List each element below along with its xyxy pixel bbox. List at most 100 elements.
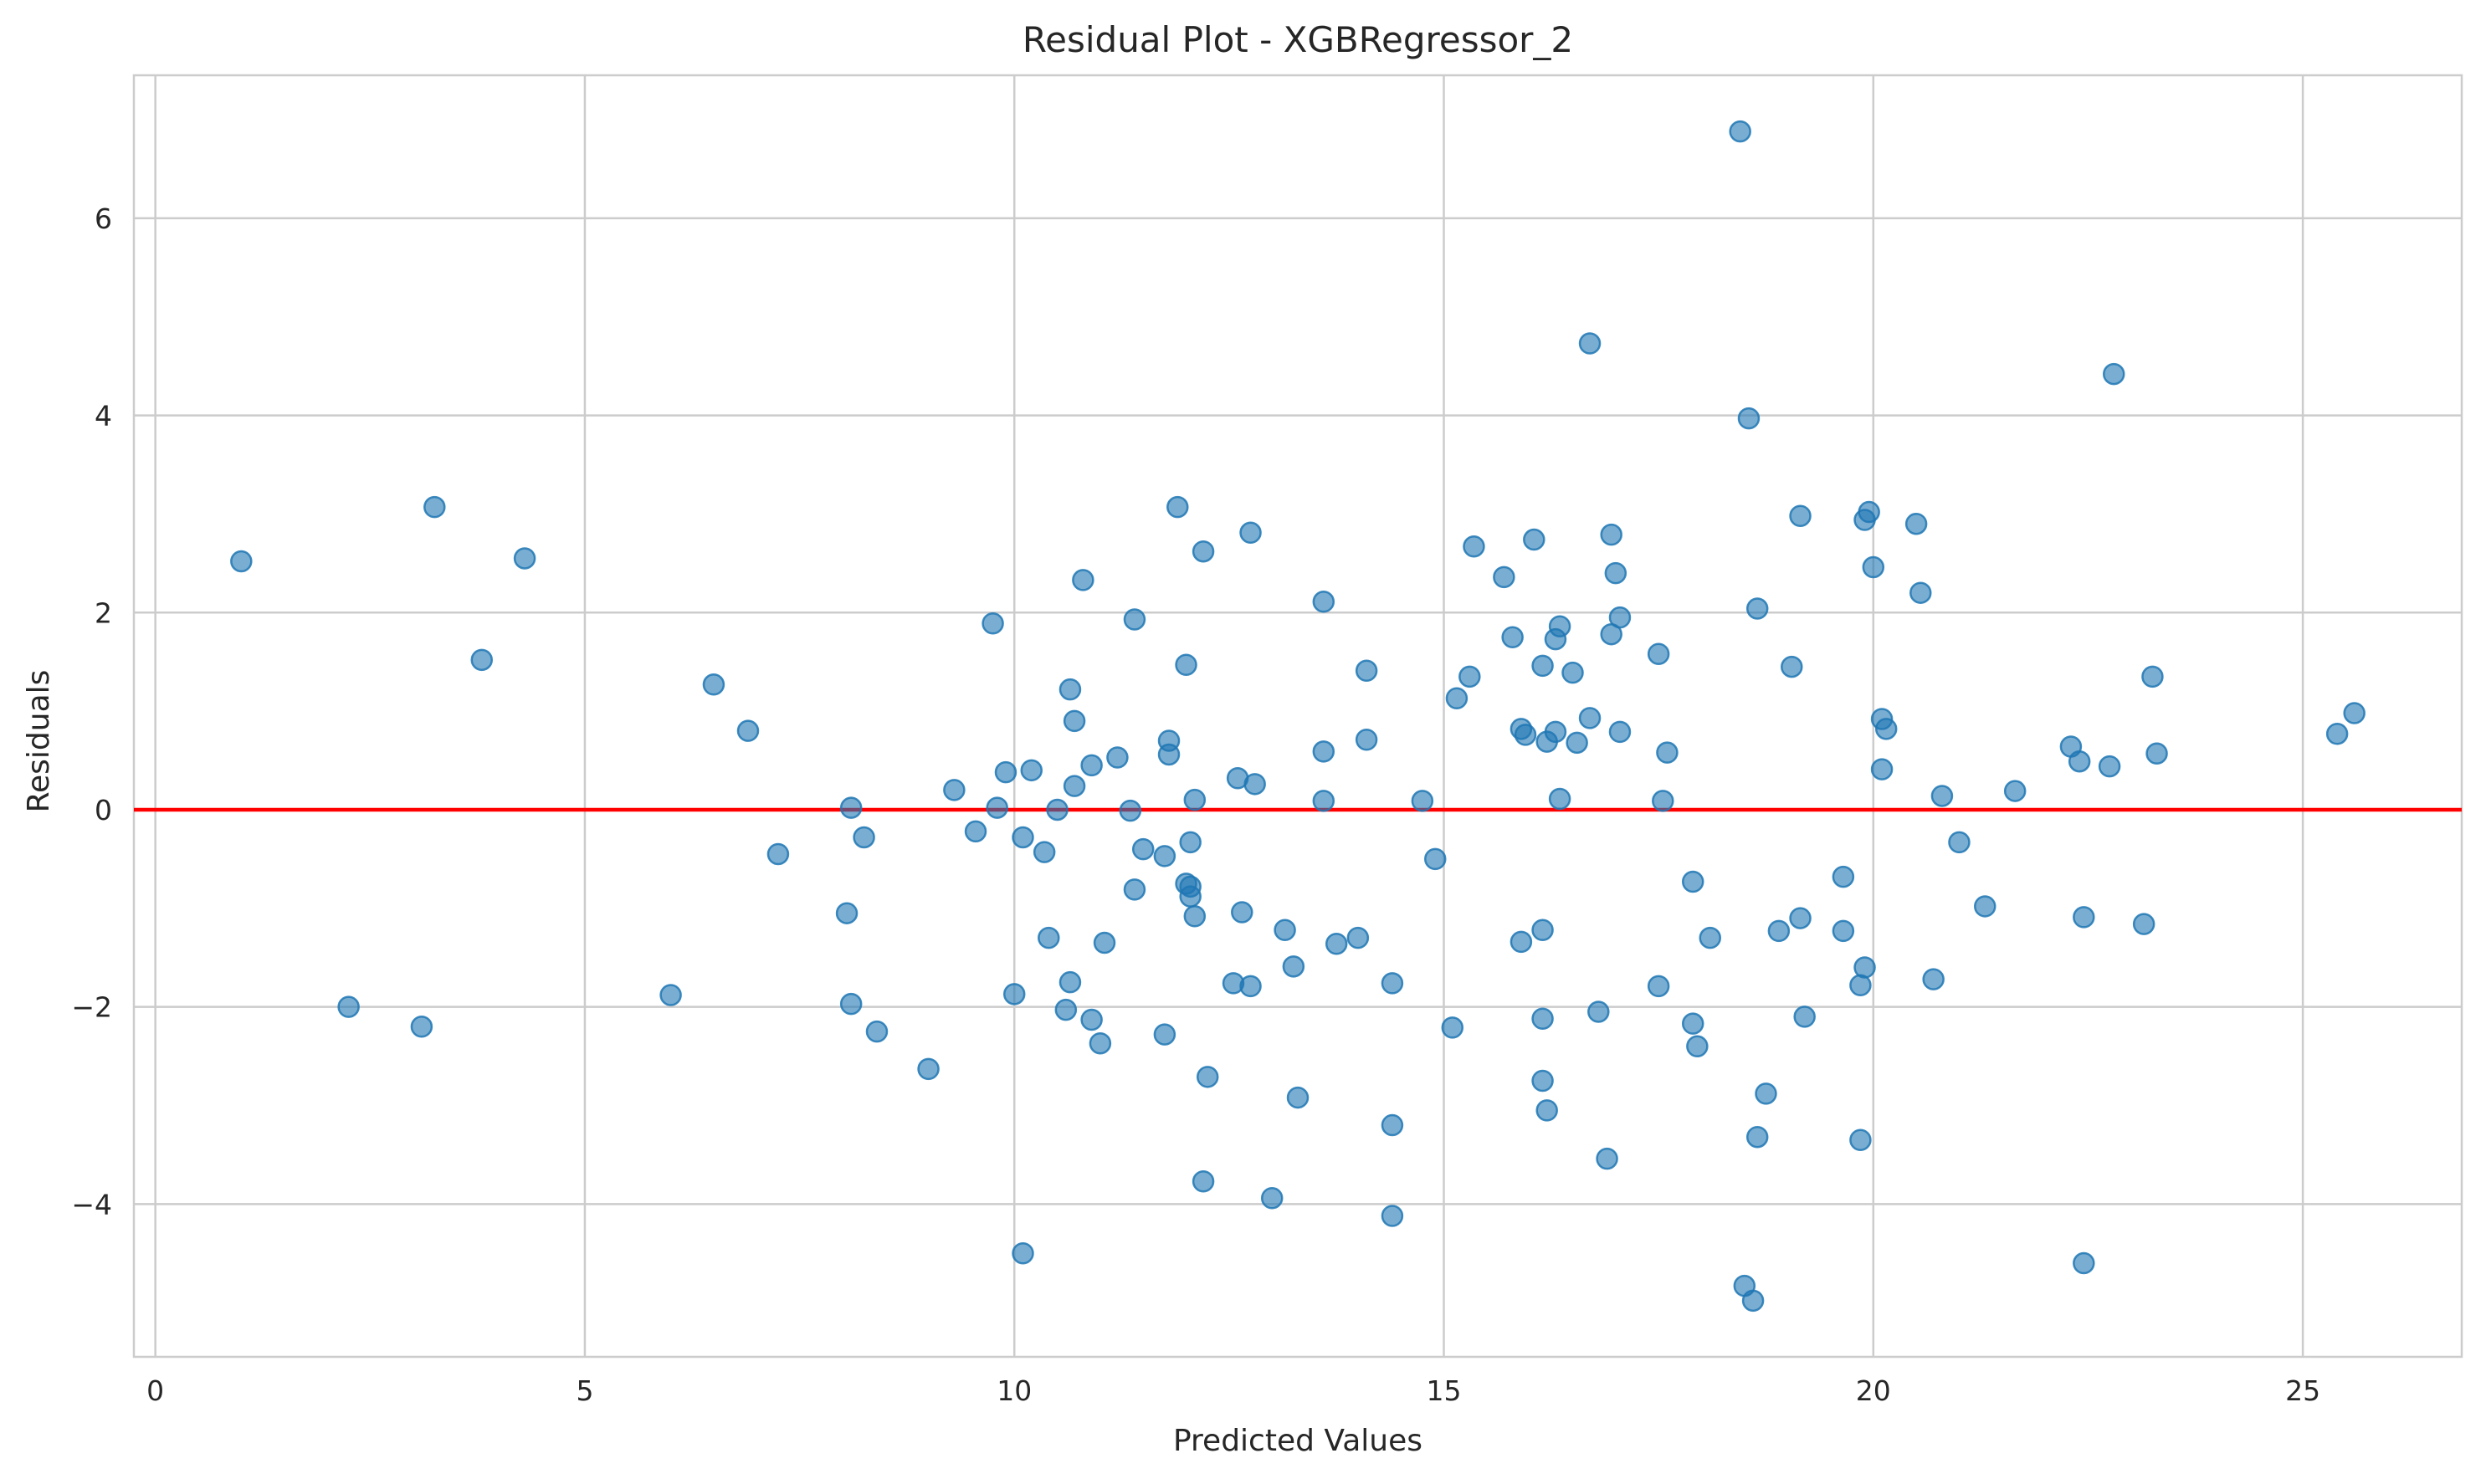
scatter-point: [1274, 919, 1296, 941]
scatter-point: [2073, 1251, 2095, 1275]
scatter-point: [1243, 773, 1266, 796]
scatter-point: [1729, 120, 1751, 143]
scatter-point: [1531, 919, 1554, 941]
scatter-point: [1445, 687, 1469, 710]
scatter-point: [1231, 901, 1253, 924]
scatter-point: [423, 495, 446, 519]
scatter-point: [1930, 785, 1954, 807]
scatter-point: [1458, 665, 1481, 688]
scatter-point: [1063, 775, 1086, 797]
scatter-point: [1381, 1113, 1404, 1137]
scatter-point: [1463, 535, 1485, 558]
scatter-point: [1093, 931, 1116, 954]
scatter-point: [1745, 597, 1769, 620]
x-tick-label: 25: [2285, 1374, 2320, 1407]
scatter-point: [1587, 1000, 1610, 1023]
scatter-point: [1608, 720, 1632, 744]
y-tick-labels: −4 −2 0 2 4 6: [71, 202, 112, 1220]
scatter-point: [839, 992, 863, 1016]
scatter-point: [1874, 718, 1898, 740]
scatter-point: [1192, 540, 1215, 563]
scatter-point: [1548, 787, 1571, 811]
scatter-point: [839, 796, 863, 819]
scatter-point: [230, 550, 253, 573]
scatter-point: [1441, 1016, 1464, 1039]
scatter-point: [1922, 968, 1945, 990]
scatter-point: [470, 648, 494, 672]
scatter-point: [1647, 642, 1670, 666]
scatter-point: [1535, 1099, 1558, 1122]
scatter-point: [1699, 926, 1722, 949]
scatter-point: [1681, 870, 1704, 893]
scatter-point: [1183, 788, 1207, 811]
scatter-point: [1166, 495, 1189, 519]
scatter-point: [1012, 826, 1034, 849]
y-tick-label: −2: [71, 991, 112, 1024]
scatter-point: [1153, 1023, 1176, 1046]
scatter-point: [1858, 500, 1880, 524]
x-tick-labels: 0 5 10 15 20 25: [146, 1374, 2320, 1407]
scatter-point: [1325, 932, 1348, 955]
scatter-point: [1038, 926, 1060, 949]
scatter-point: [1514, 724, 1537, 746]
scatter-point: [1793, 1006, 1816, 1028]
scatter-point: [1381, 1205, 1404, 1227]
scatter-point: [1355, 729, 1378, 751]
x-axis-label: Predicted Values: [1173, 1424, 1422, 1458]
scatter-point: [1119, 799, 1142, 822]
scatter-point: [1832, 865, 1855, 888]
scatter-point: [1652, 790, 1674, 812]
scatter-point: [1531, 1069, 1554, 1093]
scatter-point: [1020, 759, 1043, 782]
scatter-point: [1123, 878, 1146, 901]
scatter-point: [1561, 661, 1584, 684]
scatter-point: [2141, 665, 2164, 688]
scatter-point: [1767, 919, 1791, 943]
scatter-point: [2003, 780, 2027, 802]
scatter-point: [1183, 904, 1207, 928]
scatter-point: [2073, 906, 2095, 929]
scatter-point: [835, 902, 859, 924]
scatter-point: [1179, 831, 1202, 854]
scatter-point: [1424, 847, 1447, 871]
scatter-point: [2132, 913, 2155, 935]
scatter-point: [2098, 755, 2121, 778]
scatter-point: [1131, 837, 1155, 861]
scatter-point: [1548, 615, 1571, 638]
scatter-point: [1832, 919, 1855, 943]
scatter-point: [2068, 750, 2091, 773]
scatter-point: [2343, 702, 2366, 724]
scatter-point: [513, 547, 536, 570]
vertical-gridlines: [154, 75, 2304, 1357]
scatter-point: [1157, 743, 1181, 766]
scatter-point: [865, 1020, 889, 1043]
scatter-point: [659, 984, 682, 1006]
scatter-point: [1063, 709, 1086, 733]
scatter-point: [943, 779, 966, 801]
plot-frame: [132, 74, 2463, 1359]
scatter-point: [1080, 754, 1103, 777]
scatter-point: [2325, 722, 2349, 745]
scatter-point: [1286, 1086, 1310, 1109]
scatter-point: [853, 826, 875, 849]
scatter-point: [1002, 983, 1026, 1006]
scatter-point: [1411, 790, 1434, 812]
scatter-point: [2145, 742, 2168, 765]
x-tick-label: 0: [146, 1374, 164, 1407]
x-tick-label: 10: [997, 1374, 1032, 1407]
scatter-point: [1179, 885, 1202, 908]
scatter-point: [702, 673, 725, 696]
scatter-point: [1544, 720, 1567, 744]
scatter-point: [1239, 975, 1262, 998]
scatter-point: [1072, 569, 1094, 591]
scatter-point: [1501, 626, 1524, 648]
scatter-point: [1578, 332, 1602, 355]
scatter-point: [1578, 707, 1602, 729]
scatter-point: [1974, 895, 1996, 918]
scatter-point: [1849, 1128, 1872, 1151]
scatter-point: [1033, 841, 1056, 863]
scatter-point: [1647, 975, 1670, 998]
scatter-point: [1745, 1125, 1769, 1149]
scatter-point: [1312, 790, 1335, 812]
scatter-point: [2102, 362, 2125, 386]
